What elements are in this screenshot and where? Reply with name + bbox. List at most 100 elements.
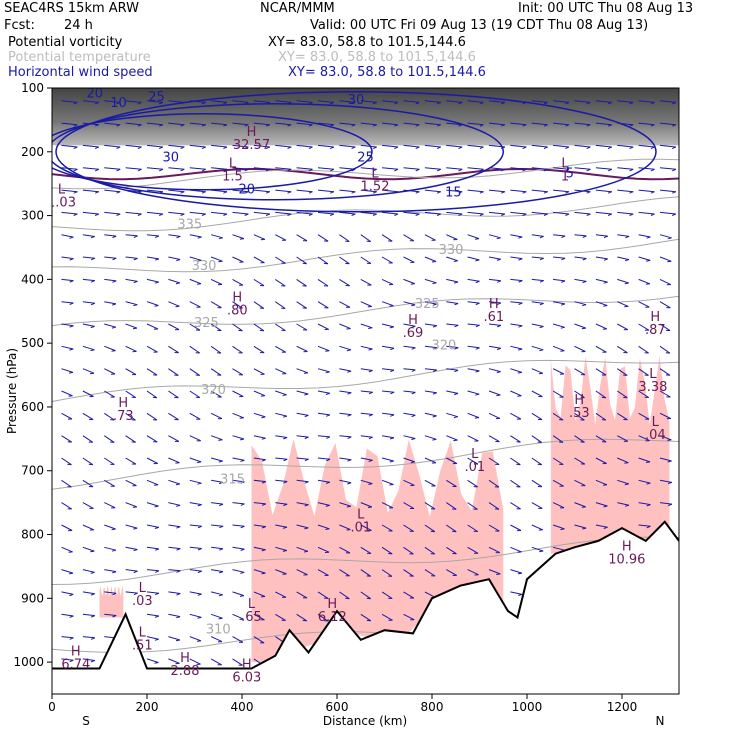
wind-vector-head — [116, 191, 121, 194]
wind-vector — [360, 234, 371, 242]
wind-vector-head — [518, 258, 523, 261]
wind-vector — [553, 278, 566, 282]
wind-vector-head — [479, 168, 484, 172]
wind-vector — [488, 524, 500, 532]
wind-vector — [210, 368, 222, 376]
theta-contour-label: 325 — [194, 316, 219, 331]
wind-vector-head — [176, 504, 181, 507]
wind-vector — [275, 546, 287, 551]
wind-vector-head — [458, 146, 463, 150]
wind-vector — [510, 502, 521, 510]
wind-vector — [82, 122, 99, 126]
extremum-value: 1.03 — [47, 195, 76, 210]
wind-vector-head — [432, 369, 437, 372]
wind-vector-head — [132, 506, 137, 508]
wind-vector — [595, 189, 612, 193]
wind-speed-contour — [52, 103, 504, 201]
wind-vector — [381, 323, 394, 328]
wind-vector — [659, 100, 676, 103]
extremum-value: .01 — [464, 460, 485, 475]
wind-vector — [360, 546, 372, 554]
wind-vector-head — [112, 615, 117, 618]
wind-vector — [253, 546, 266, 551]
wind-vector-head — [565, 168, 570, 172]
wind-vector — [382, 390, 395, 393]
wind-vector-head — [432, 438, 437, 441]
wind-vector-head — [436, 213, 441, 216]
wind-vector — [339, 167, 356, 170]
wind-vector-head — [154, 505, 159, 508]
wind-speed-contour — [55, 91, 657, 213]
wind-vector-head — [475, 347, 480, 350]
wind-vector-head — [646, 259, 651, 262]
extremum-kind: L — [371, 166, 379, 181]
wind-vector-head — [304, 393, 309, 396]
wind-vector — [403, 122, 420, 126]
wind-vector — [424, 412, 437, 417]
wind-speed-contours — [52, 91, 657, 213]
wind-vector — [168, 368, 179, 376]
wind-vector-head — [68, 572, 74, 575]
wind-vector — [659, 301, 671, 309]
wind-vector — [189, 569, 202, 572]
wind-vector-head — [436, 101, 441, 105]
wind-vector — [317, 144, 334, 148]
wind-vector-head — [646, 504, 651, 507]
wind-vector — [446, 323, 459, 326]
wind-vector-head — [261, 572, 266, 575]
wind-vector — [296, 323, 308, 331]
wind-vector-head — [411, 347, 416, 350]
wind-vector — [488, 167, 505, 170]
extremum-kind: L — [248, 597, 256, 612]
wind-vector — [146, 457, 158, 464]
wind-vector — [617, 479, 629, 485]
wind-vector — [339, 390, 352, 394]
wind-vector-head — [240, 481, 245, 484]
wind-vector-head — [565, 146, 570, 150]
wind-vector — [82, 368, 95, 374]
wind-vector — [189, 278, 202, 285]
wind-vector — [125, 368, 137, 376]
wind-vector — [574, 122, 591, 126]
wind-vector-head — [240, 548, 245, 551]
wind-vector — [296, 189, 313, 193]
wind-vector-head — [137, 146, 142, 150]
wind-vector-head — [326, 414, 331, 417]
wind-vector-head — [283, 481, 288, 484]
wind-vector — [189, 435, 201, 442]
wind-vector-head — [543, 124, 548, 127]
wind-vector-head — [560, 528, 565, 531]
wind-vector-head — [197, 504, 202, 507]
wind-vector-head — [111, 350, 116, 352]
wind-vector — [232, 122, 249, 126]
wind-vector — [381, 457, 394, 462]
wind-vector — [61, 524, 73, 531]
wind-vector-head — [69, 659, 74, 663]
wind-vector — [296, 546, 309, 552]
wind-vector — [104, 524, 116, 530]
wind-vector-head — [304, 458, 309, 462]
wind-vector — [232, 502, 245, 505]
wind-vector — [467, 412, 480, 419]
wind-vector — [403, 591, 415, 599]
wind-vector — [638, 211, 655, 215]
wind-vector — [446, 502, 457, 510]
wind-vector-head — [244, 146, 249, 150]
wind-vector-head — [436, 146, 441, 150]
wind-vector — [82, 323, 95, 327]
wind-vector — [403, 167, 420, 170]
wind-vector — [211, 479, 223, 483]
wind-vector-head — [69, 302, 74, 305]
wind-vector-head — [394, 168, 399, 172]
x-tick-label: 200 — [136, 700, 159, 714]
wind-vector — [61, 211, 78, 215]
wind-vector-head — [94, 101, 99, 105]
wind-vector-head — [411, 391, 416, 395]
wind-speed-label: 15 — [445, 185, 462, 200]
wind-vector — [574, 234, 587, 237]
wind-vector — [467, 345, 480, 349]
wind-vector-head — [667, 237, 672, 240]
wind-vector-head — [496, 347, 501, 351]
extremum-kind: L — [649, 367, 657, 382]
extremum-kind: L — [139, 581, 147, 596]
